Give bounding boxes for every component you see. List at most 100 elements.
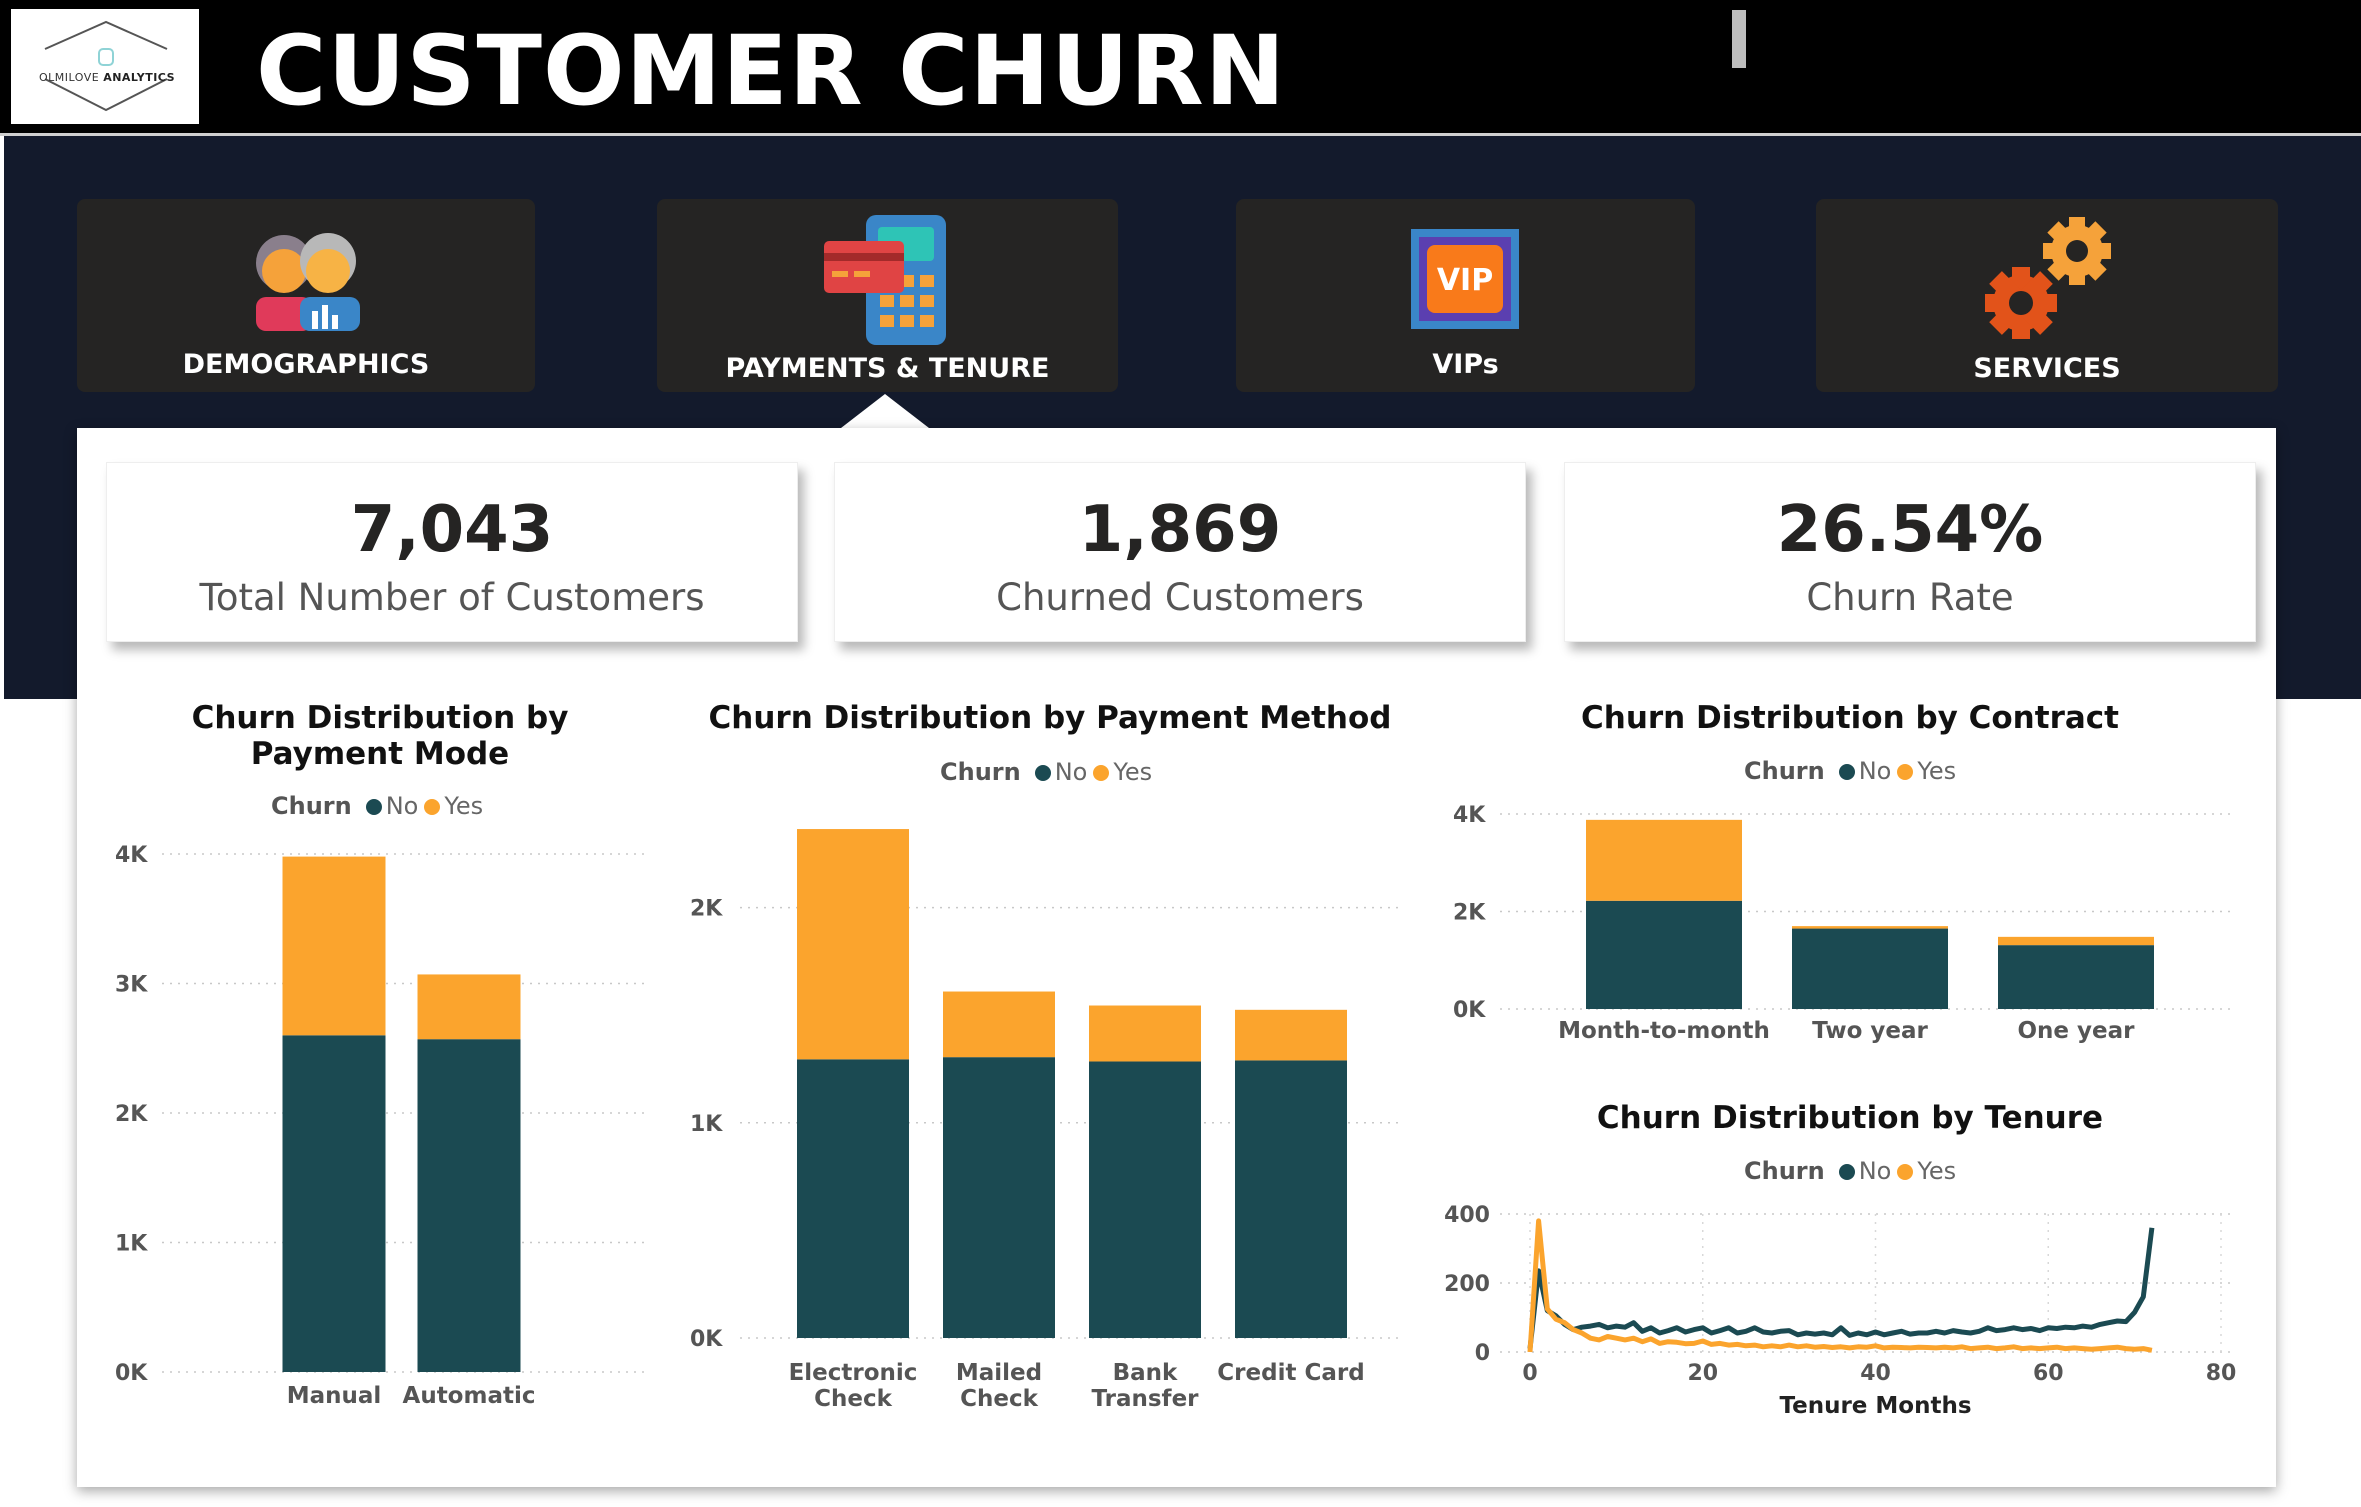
x-category-label: Manual [287, 1383, 382, 1409]
kpi-value: 26.54% [1776, 493, 2044, 567]
nav-button-payments-tenure[interactable]: PAYMENTS & TENURE [657, 199, 1118, 392]
chart-legend: Churn No Yes [271, 792, 483, 820]
x-category-label: Credit Card [1217, 1360, 1364, 1386]
bar-yes [1998, 936, 2154, 946]
svg-text:VIP: VIP [1437, 263, 1493, 298]
logo-diamond-icon [44, 20, 168, 112]
y-tick-label: 400 [1444, 1203, 1490, 1228]
legend-title: Churn [940, 758, 1021, 786]
x-category-label: Two year [1812, 1018, 1928, 1044]
y-tick-label: 4K [1453, 803, 1486, 828]
nav-button-vips[interactable]: VIP VIPs [1236, 199, 1695, 392]
y-tick-label: 2K [690, 897, 723, 922]
series-line-no [1527, 1227, 2155, 1349]
chart-title-payment-method: Churn Distribution by Payment Method [708, 700, 1392, 736]
y-tick-label: 0K [690, 1327, 723, 1352]
legend-label-no: No [385, 792, 419, 820]
company-logo: OLMILOVE ANALYTICS [11, 9, 199, 124]
legend-label-no: No [1858, 757, 1892, 785]
kpi-card-churned-customers: 1,869 Churned Customers [834, 462, 1526, 642]
bar-no [797, 1059, 909, 1338]
people-icon [256, 233, 360, 331]
bar-no [1586, 900, 1742, 1009]
bar-no [1089, 1061, 1201, 1338]
legend-swatch-no [365, 799, 382, 815]
chart-title-payment-mode: Churn Distribution by Payment Mode [191, 700, 569, 772]
nav-label-services: SERVICES [1973, 353, 2121, 384]
payment-method-chart: 0K1K2KElectronicCheckMailedCheckBankTran… [690, 829, 1400, 1412]
x-category-label: Mailed [956, 1360, 1042, 1386]
bar-no [282, 1035, 386, 1372]
nav-label-payments-tenure: PAYMENTS & TENURE [725, 353, 1050, 384]
chart-title-contract: Churn Distribution by Contract [1581, 700, 2119, 736]
y-tick-label: 0 [1475, 1341, 1490, 1366]
legend-swatch-yes [1093, 765, 1110, 781]
chart-legend: Churn No Yes [1744, 757, 1956, 785]
page-title: CUSTOMER CHURN [256, 15, 1287, 127]
x-category-label: Check [814, 1386, 892, 1412]
payment-terminal-icon [824, 215, 946, 345]
x-category-label: Electronic [789, 1360, 918, 1386]
x-category-label: Check [960, 1386, 1038, 1412]
bar-yes [1089, 1005, 1201, 1062]
bar-yes [417, 974, 521, 1040]
kpi-label: Total Number of Customers [199, 576, 705, 619]
text-cursor-marker [1732, 10, 1746, 68]
header-bar: OLMILOVE ANALYTICS CUSTOMER CHURN [0, 0, 2361, 136]
y-tick-label: 200 [1444, 1272, 1490, 1297]
x-category-label: Automatic [403, 1383, 536, 1409]
bar-yes [797, 829, 909, 1060]
legend-title: Churn [1744, 1157, 1825, 1185]
legend-swatch-no [1838, 1164, 1855, 1180]
chart-legend: Churn No Yes [940, 758, 1152, 786]
y-tick-label: 0K [1453, 998, 1486, 1023]
kpi-value: 7,043 [350, 493, 554, 567]
kpi-card-churn-rate: 26.54% Churn Rate [1564, 462, 2256, 642]
bar-no [417, 1039, 521, 1372]
kpi-value: 1,869 [1078, 493, 1282, 567]
legend-label-yes: Yes [1113, 758, 1153, 786]
x-tick-label: 80 [2206, 1361, 2237, 1386]
legend-title: Churn [1744, 757, 1825, 785]
chart-title-tenure: Churn Distribution by Tenure [1596, 1100, 2104, 1136]
x-category-label: Transfer [1091, 1386, 1199, 1412]
bar-no [1998, 945, 2154, 1009]
x-category-label: Month-to-month [1558, 1018, 1770, 1044]
x-axis-label: Tenure Months [1779, 1393, 1971, 1419]
y-tick-label: 1K [115, 1232, 148, 1257]
logo-text: OLMILOVE ANALYTICS [39, 71, 175, 84]
bar-yes [943, 991, 1055, 1058]
legend-title: Churn [271, 792, 352, 820]
x-category-label: Bank [1113, 1360, 1178, 1386]
y-tick-label: 1K [690, 1112, 723, 1137]
legend-swatch-yes [1897, 1164, 1914, 1180]
y-tick-label: 2K [1453, 901, 1486, 926]
legend-label-yes: Yes [1917, 1157, 1957, 1185]
bar-no [1235, 1060, 1347, 1338]
y-tick-label: 2K [115, 1102, 148, 1127]
kpi-label: Churned Customers [996, 576, 1364, 619]
kpi-label: Churn Rate [1806, 576, 2014, 619]
legend-label-yes: Yes [1917, 757, 1957, 785]
x-tick-label: 0 [1522, 1361, 1537, 1386]
kpi-card-total-customers: 7,043 Total Number of Customers [106, 462, 798, 642]
series-line-yes [1527, 1218, 2153, 1353]
x-category-label: One year [2018, 1018, 2136, 1044]
y-tick-label: 3K [115, 973, 148, 998]
nav-button-services[interactable]: SERVICES [1816, 199, 2278, 392]
bar-yes [1586, 819, 1742, 901]
gears-icon [1985, 217, 2111, 339]
x-tick-label: 60 [2033, 1361, 2064, 1386]
contract-chart: 0K 2K 4K Month-to-month Two year One year [1453, 803, 2230, 1044]
bar-no [1792, 928, 1948, 1009]
legend-label-no: No [1858, 1157, 1892, 1185]
chart-legend: Churn No Yes [1744, 1157, 1956, 1185]
nav-label-vips: VIPs [1432, 349, 1499, 380]
legend-label-no: No [1054, 758, 1088, 786]
legend-swatch-yes [1897, 764, 1914, 780]
vip-icon: VIP [1411, 229, 1519, 329]
nav-label-demographics: DEMOGRAPHICS [182, 349, 430, 380]
bar-yes [282, 856, 386, 1036]
selected-tab-pointer [841, 394, 929, 428]
nav-button-demographics[interactable]: DEMOGRAPHICS [77, 199, 535, 392]
